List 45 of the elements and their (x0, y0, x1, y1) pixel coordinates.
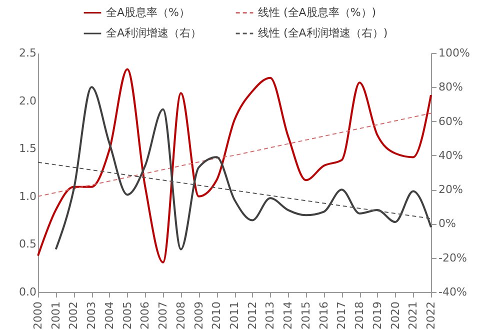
y2-tick-label: 20% (438, 183, 463, 196)
x-tick-label: 2009 (192, 302, 206, 330)
y2-tick-label: 80% (438, 80, 463, 94)
x-tick-label: 2006 (138, 302, 152, 330)
y2-tick-label: -20% (438, 251, 467, 264)
line-series (37, 68, 432, 264)
x-tick-label: 2018 (353, 302, 366, 330)
x-tick-label: 2002 (67, 302, 80, 330)
x-tick-label: 2005 (120, 302, 134, 330)
x-tick-label: 2003 (85, 302, 98, 330)
x-tick-label: 2020 (388, 302, 402, 330)
x-tick-label: 2017 (335, 302, 348, 330)
line-series (38, 112, 432, 197)
x-tick-label: 2019 (370, 302, 384, 330)
y2-tick-label: 40% (438, 148, 463, 162)
x-tick-label: 2015 (299, 302, 312, 330)
y2-tick-label: 0% (438, 217, 456, 230)
legend-label: 线性 (全A股息率（%）) (258, 6, 376, 19)
x-tick-label: 2014 (282, 302, 295, 330)
legend-label: 线性 (全A利润增速（右）) (258, 26, 388, 40)
x-tick-label: 2011 (228, 302, 241, 330)
x-tick-label: 2007 (156, 302, 170, 330)
x-tick-label: 2001 (49, 302, 62, 330)
line-series (54, 86, 432, 250)
x-tick-label: 2008 (174, 302, 188, 330)
x-tick-label: 2022 (424, 302, 438, 330)
x-tick-label: 2010 (210, 302, 224, 330)
x-tick-label: 2016 (317, 302, 330, 330)
y-tick-label: 2.5 (19, 46, 36, 60)
x-tick-label: 2000 (32, 302, 44, 330)
line-series (38, 162, 432, 220)
y2-tick-label: 100% (438, 46, 470, 60)
y-tick-label: 0.5 (19, 238, 36, 251)
legend-label: 全A股息率（%） (106, 6, 190, 19)
x-tick-label: 2004 (102, 302, 116, 330)
y-tick-label: 0.0 (19, 286, 36, 298)
x-tick-label: 2012 (246, 302, 259, 330)
x-tick-label: 2013 (264, 302, 277, 330)
y-tick-label: 1.0 (19, 190, 36, 203)
legend-label: 全A利润增速（右） (106, 26, 202, 40)
y2-tick-label: 60% (438, 114, 463, 128)
y-tick-label: 2.0 (19, 94, 36, 108)
x-tick-label: 2021 (406, 302, 420, 330)
y2-tick-label: -40% (438, 286, 467, 298)
y-tick-label: 1.5 (19, 142, 36, 156)
